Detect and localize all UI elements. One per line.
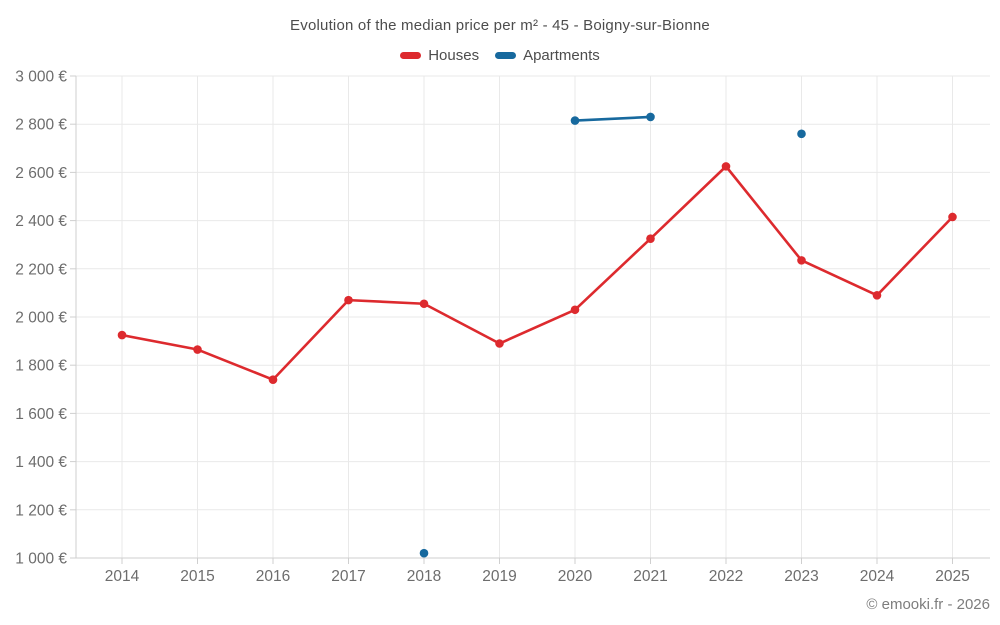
y-axis-label: 2 200 € <box>15 261 67 278</box>
legend-item-houses[interactable]: Houses <box>400 47 479 64</box>
y-axis-label: 2 800 € <box>15 117 67 134</box>
y-axis-label: 1 800 € <box>15 358 67 375</box>
data-point-houses <box>948 212 957 222</box>
series-line-houses <box>120 165 954 381</box>
x-axis-label: 2024 <box>860 568 895 585</box>
data-point-houses <box>344 295 353 305</box>
apartments-series-swatch-icon <box>495 52 517 59</box>
y-axis-label: 1 400 € <box>15 454 67 471</box>
x-axis-label: 2025 <box>935 568 969 585</box>
data-point-houses <box>721 162 731 171</box>
data-point-houses <box>797 256 806 265</box>
data-point-houses <box>193 345 202 354</box>
chart-title: Evolution of the median price per m² - 4… <box>290 17 710 34</box>
legend-label-apartments: Apartments <box>523 47 600 64</box>
x-axis-label: 2019 <box>482 568 516 585</box>
data-point-houses <box>495 339 504 348</box>
legend-label-houses: Houses <box>428 47 480 64</box>
y-axis-label: 1 200 € <box>15 502 67 519</box>
x-axis-label: 2017 <box>331 568 365 585</box>
y-axis-label: 2 000 € <box>15 310 67 327</box>
data-point-houses <box>419 299 429 309</box>
y-axis-label: 1 000 € <box>15 551 67 568</box>
series-line-apartments <box>573 115 652 122</box>
x-axis-label: 2023 <box>784 568 818 585</box>
data-point-houses <box>268 375 278 384</box>
data-point-apartments <box>570 116 580 125</box>
data-point-houses <box>117 330 127 340</box>
y-axis-label: 3 000 € <box>15 69 67 86</box>
x-axis-label: 2022 <box>709 568 743 585</box>
data-point-houses <box>646 234 655 243</box>
x-axis-label: 2014 <box>105 568 140 585</box>
x-axis-label: 2018 <box>407 568 441 585</box>
data-point-houses <box>872 291 882 300</box>
data-point-apartments <box>797 129 806 139</box>
y-axis-label: 1 600 € <box>15 406 67 423</box>
x-axis-label: 2015 <box>180 568 214 585</box>
data-point-apartments <box>419 548 429 558</box>
legend: Houses Apartments <box>0 47 1000 64</box>
data-point-houses <box>570 305 580 315</box>
houses-series-swatch-icon <box>400 52 422 59</box>
legend-item-apartments[interactable]: Apartments <box>495 47 600 64</box>
copyright-notice: © emooki.fr - 2026 <box>866 596 990 613</box>
y-axis-label: 2 600 € <box>15 165 67 182</box>
x-axis-label: 2020 <box>558 568 593 585</box>
x-axis-label: 2021 <box>633 568 667 585</box>
data-point-apartments <box>646 112 655 122</box>
x-axis-label: 2016 <box>256 568 290 585</box>
y-axis-label: 2 400 € <box>15 213 67 230</box>
